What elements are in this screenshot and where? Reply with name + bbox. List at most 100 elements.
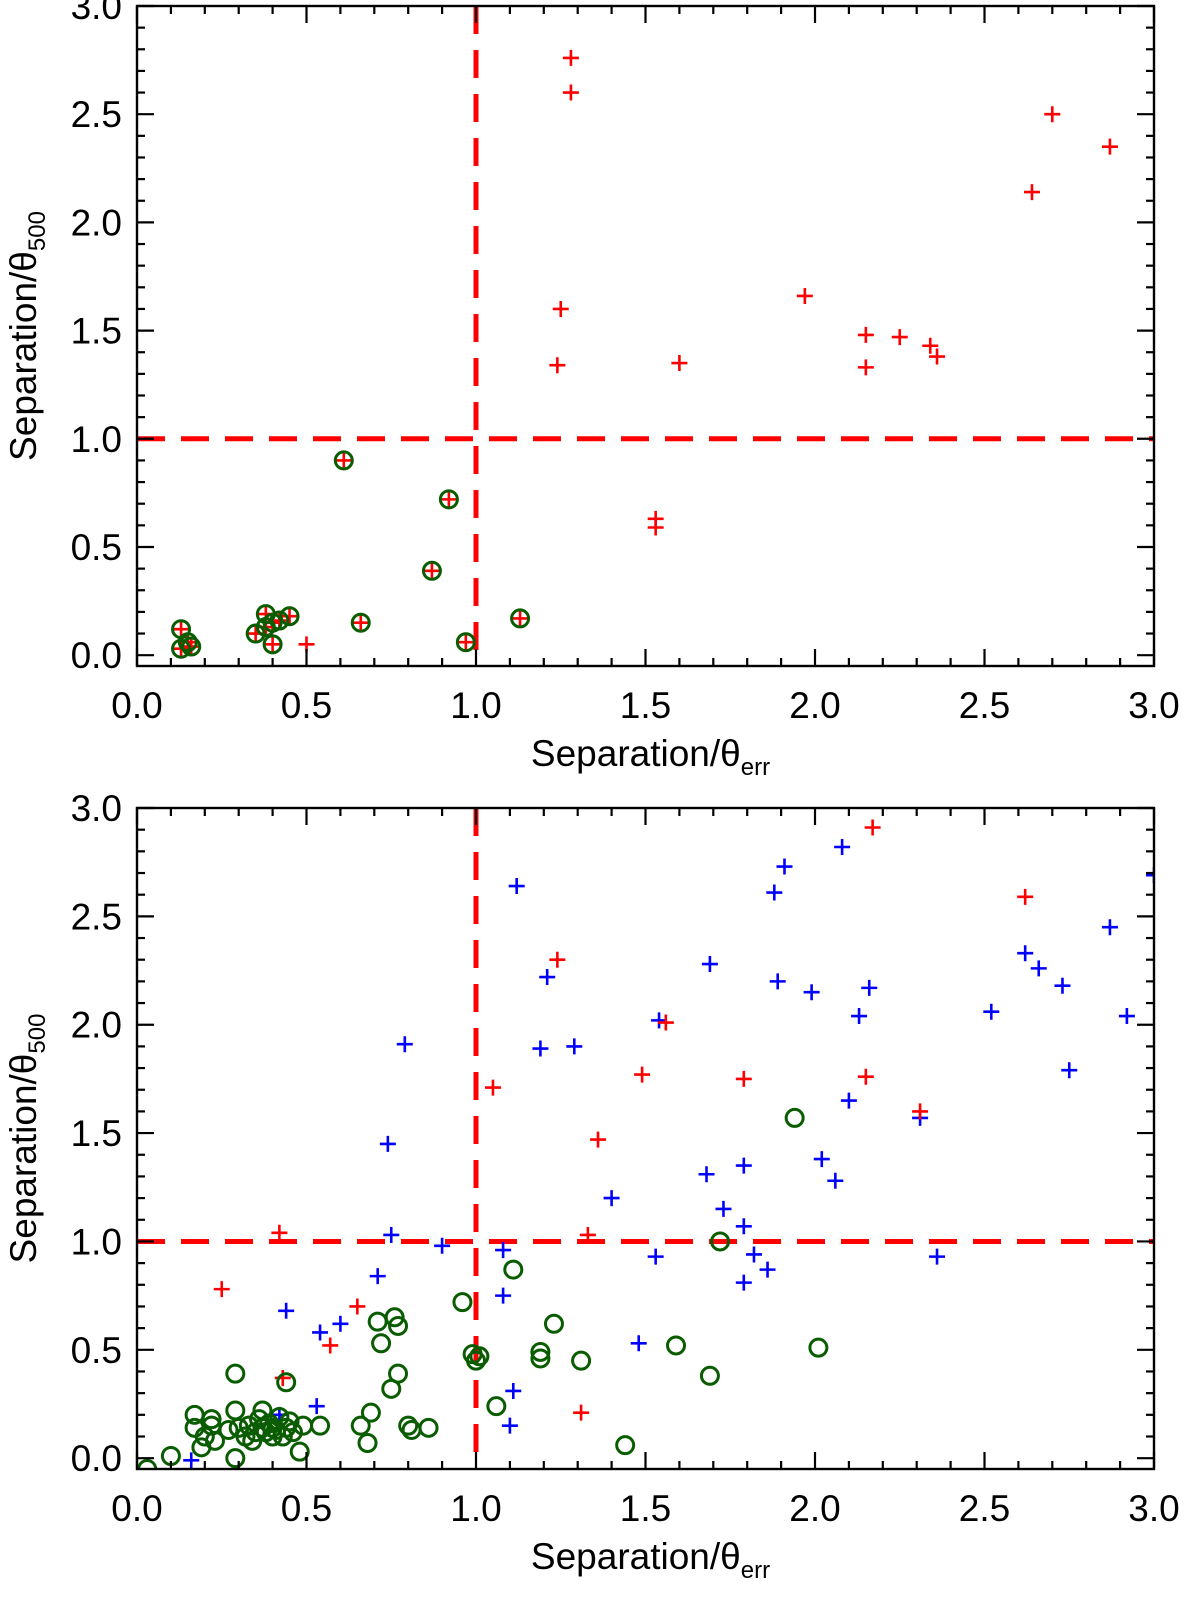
green-circle-point — [384, 1307, 405, 1328]
blue-cross-point — [1118, 1008, 1135, 1025]
green-circle-point — [530, 1341, 551, 1362]
blue-cross-point — [505, 1382, 522, 1399]
red-cross-point — [657, 1014, 674, 1031]
blue-cross-point — [647, 1248, 664, 1265]
y-tick-label: 2.5 — [71, 896, 122, 937]
red-cross-point — [579, 1226, 596, 1243]
green-circle-point — [710, 1231, 731, 1252]
green-circle-point — [225, 1400, 246, 1421]
y-tick-label: 1.5 — [71, 1113, 122, 1154]
blue-cross-point — [308, 1398, 325, 1415]
blue-cross-point — [1146, 867, 1154, 884]
red-cross-point — [484, 1079, 501, 1096]
blue-cross-point — [1061, 1062, 1078, 1079]
green-circle-point — [438, 489, 459, 510]
red-cross-point — [590, 1131, 607, 1148]
green-circle-point — [225, 1363, 246, 1384]
red-cross-point — [349, 1298, 366, 1315]
green-circle-point — [571, 1350, 592, 1371]
red-cross-point — [457, 634, 474, 651]
green-circle-point — [699, 1365, 720, 1386]
green-circle-point — [784, 1107, 805, 1128]
blue-cross-point — [183, 1452, 200, 1469]
x-tick-label: 3.0 — [1128, 1488, 1179, 1529]
green-circle-point — [466, 1350, 486, 1371]
red-cross-point — [922, 337, 939, 354]
blue-cross-point — [312, 1324, 329, 1341]
blue-cross-point — [539, 969, 556, 986]
blue-cross-point — [278, 1302, 295, 1319]
x-tick-label: 0.0 — [111, 685, 162, 726]
red-cross-point — [562, 84, 579, 101]
green-circle-point — [350, 612, 371, 633]
blue-cross-point — [834, 839, 851, 856]
y-tick-label: 0.5 — [71, 527, 122, 568]
blue-cross-point — [701, 956, 718, 973]
blue-cross-point — [698, 1166, 715, 1183]
blue-cross-point — [495, 1242, 512, 1259]
blue-cross-point — [827, 1172, 844, 1189]
blue-cross-point — [813, 1151, 830, 1168]
blue-cross-point — [630, 1335, 647, 1352]
x-tick-label: 3.0 — [1128, 685, 1179, 726]
red-cross-point — [891, 329, 908, 346]
y-tick-label: 0.5 — [71, 1330, 122, 1371]
red-cross-point — [864, 819, 881, 836]
green-circle-point — [398, 1415, 419, 1436]
green-circle-point — [367, 1311, 388, 1332]
blue-cross-point — [383, 1226, 400, 1243]
blue-cross-point — [983, 1003, 1000, 1020]
green-circle-point — [245, 623, 266, 644]
plot-frame — [135, 806, 1156, 1471]
x-tick-label: 2.0 — [789, 1488, 840, 1529]
green-circle-point — [289, 1441, 310, 1462]
red-cross-point — [735, 1070, 752, 1087]
green-circle-point — [388, 1315, 409, 1336]
green-circle-point — [357, 1432, 378, 1453]
red-cross-point — [213, 1281, 230, 1298]
y-tick-label: 1.0 — [71, 419, 122, 460]
bottom-scatter-panel: 0.0 0.5 1.0 1.5 2.0 2.5 3.0 0.0 0.5 1.0 1.5 2.0 2.5 3… — [3, 788, 1180, 1584]
y-tick-label: 0.0 — [71, 635, 122, 676]
red-cross-point — [264, 636, 281, 653]
blue-cross-point — [434, 1237, 451, 1254]
red-cross-point — [857, 1068, 874, 1085]
y-axis-label: Separation/θ500 — [3, 211, 51, 461]
red-cross-point — [1017, 888, 1034, 905]
green-circle-point — [201, 1409, 222, 1430]
y-tick-label: 2.0 — [71, 202, 122, 243]
blue-cross-point — [745, 1246, 762, 1263]
blue-cross-point — [495, 1287, 512, 1304]
blue-cross-point — [715, 1200, 732, 1217]
green-circle-point — [469, 1346, 490, 1367]
data-points — [137, 819, 1154, 1469]
green-circle-point — [310, 1415, 331, 1436]
x-tick-label: 2.5 — [959, 685, 1010, 726]
green-circle-point — [279, 606, 300, 627]
green-circle-point — [510, 608, 531, 629]
green-circle-point — [615, 1435, 636, 1456]
plot-frame — [135, 4, 1156, 668]
red-cross-point — [671, 355, 688, 372]
x-tick-label: 2.5 — [959, 1488, 1010, 1529]
data-points — [171, 49, 1118, 659]
red-cross-point — [322, 1337, 339, 1354]
blue-cross-point — [759, 1261, 776, 1278]
red-cross-point — [857, 359, 874, 376]
red-cross-point — [1044, 106, 1061, 123]
green-circle-point — [371, 1333, 392, 1354]
blue-cross-point — [851, 1008, 868, 1025]
red-cross-point — [271, 1224, 288, 1241]
green-circle-point — [350, 1415, 371, 1436]
blue-cross-point — [766, 884, 783, 901]
red-cross-point — [796, 287, 813, 304]
green-circle-point — [262, 634, 283, 655]
red-cross-point — [281, 608, 298, 625]
red-cross-point — [1101, 138, 1118, 155]
blue-cross-point — [566, 1038, 583, 1055]
green-circle-point — [181, 636, 202, 657]
blue-cross-point — [508, 878, 525, 895]
y-tick-label: 2.5 — [71, 94, 122, 135]
red-cross-point — [562, 49, 579, 66]
blue-cross-point — [1054, 977, 1071, 994]
